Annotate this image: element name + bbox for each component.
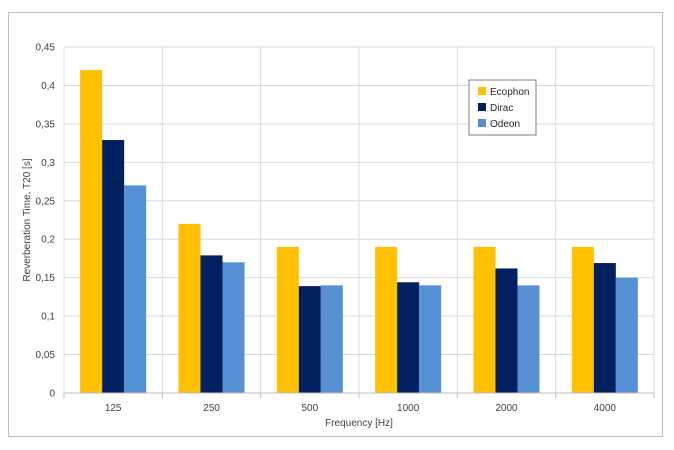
x-axis-title: Frequency [Hz] <box>325 418 393 429</box>
legend-label-dirac: Dirac <box>490 103 513 114</box>
x-tick-label: 125 <box>105 403 122 414</box>
y-tick-label: 0 <box>49 389 55 400</box>
x-tick-label: 250 <box>203 403 220 414</box>
legend-label-ecophon: Ecophon <box>490 87 529 98</box>
x-tick-label: 1000 <box>397 403 420 414</box>
y-axis-title: Reverberation Time, T20 [s] <box>22 158 33 281</box>
y-tick-label: 0,2 <box>41 235 55 246</box>
bar-dirac-4000 <box>593 263 616 393</box>
bar-ecophon-1000 <box>375 246 398 393</box>
bar-ecophon-2000 <box>473 246 496 393</box>
legend-swatch-odeon <box>478 119 486 127</box>
bar-ecophon-500 <box>276 246 299 393</box>
bar-odeon-2000 <box>517 285 540 393</box>
y-tick-label: 0,45 <box>36 43 56 54</box>
y-tick-label: 0,15 <box>36 273 56 284</box>
bar-dirac-500 <box>298 286 321 393</box>
y-tick-label: 0,4 <box>41 81 55 92</box>
x-tick-label: 4000 <box>594 403 617 414</box>
bar-ecophon-125 <box>80 70 103 394</box>
bar-odeon-1000 <box>419 285 442 393</box>
y-tick-label: 0,25 <box>36 196 56 207</box>
bar-dirac-250 <box>200 255 223 393</box>
bar-ecophon-4000 <box>571 246 594 393</box>
bar-odeon-4000 <box>615 277 638 393</box>
y-tick-label: 0,05 <box>36 350 56 361</box>
legend-swatch-ecophon <box>478 87 486 95</box>
bar-dirac-1000 <box>397 282 420 393</box>
x-tick-label: 2000 <box>495 403 518 414</box>
bar-dirac-2000 <box>495 268 518 393</box>
y-tick-label: 0,35 <box>36 119 56 130</box>
gridlines <box>63 46 655 393</box>
x-tick-label: 500 <box>301 403 318 414</box>
bar-ecophon-250 <box>178 223 201 393</box>
bar-odeon-125 <box>124 185 147 393</box>
legend-label-odeon: Odeon <box>490 119 520 130</box>
legend-swatch-dirac <box>478 103 486 111</box>
bar-odeon-250 <box>222 262 245 393</box>
y-tick-label: 0,1 <box>41 312 55 323</box>
bar-dirac-125 <box>102 140 125 393</box>
axes: 0 0,05 0,1 0,15 0,2 0,25 0,3 0,35 0,4 0,45 125 250 5… <box>36 43 655 414</box>
legend: Ecophon Dirac Odeon <box>468 79 537 136</box>
bars <box>80 70 638 394</box>
bar-odeon-500 <box>320 285 343 393</box>
y-tick-label: 0,3 <box>41 158 55 169</box>
